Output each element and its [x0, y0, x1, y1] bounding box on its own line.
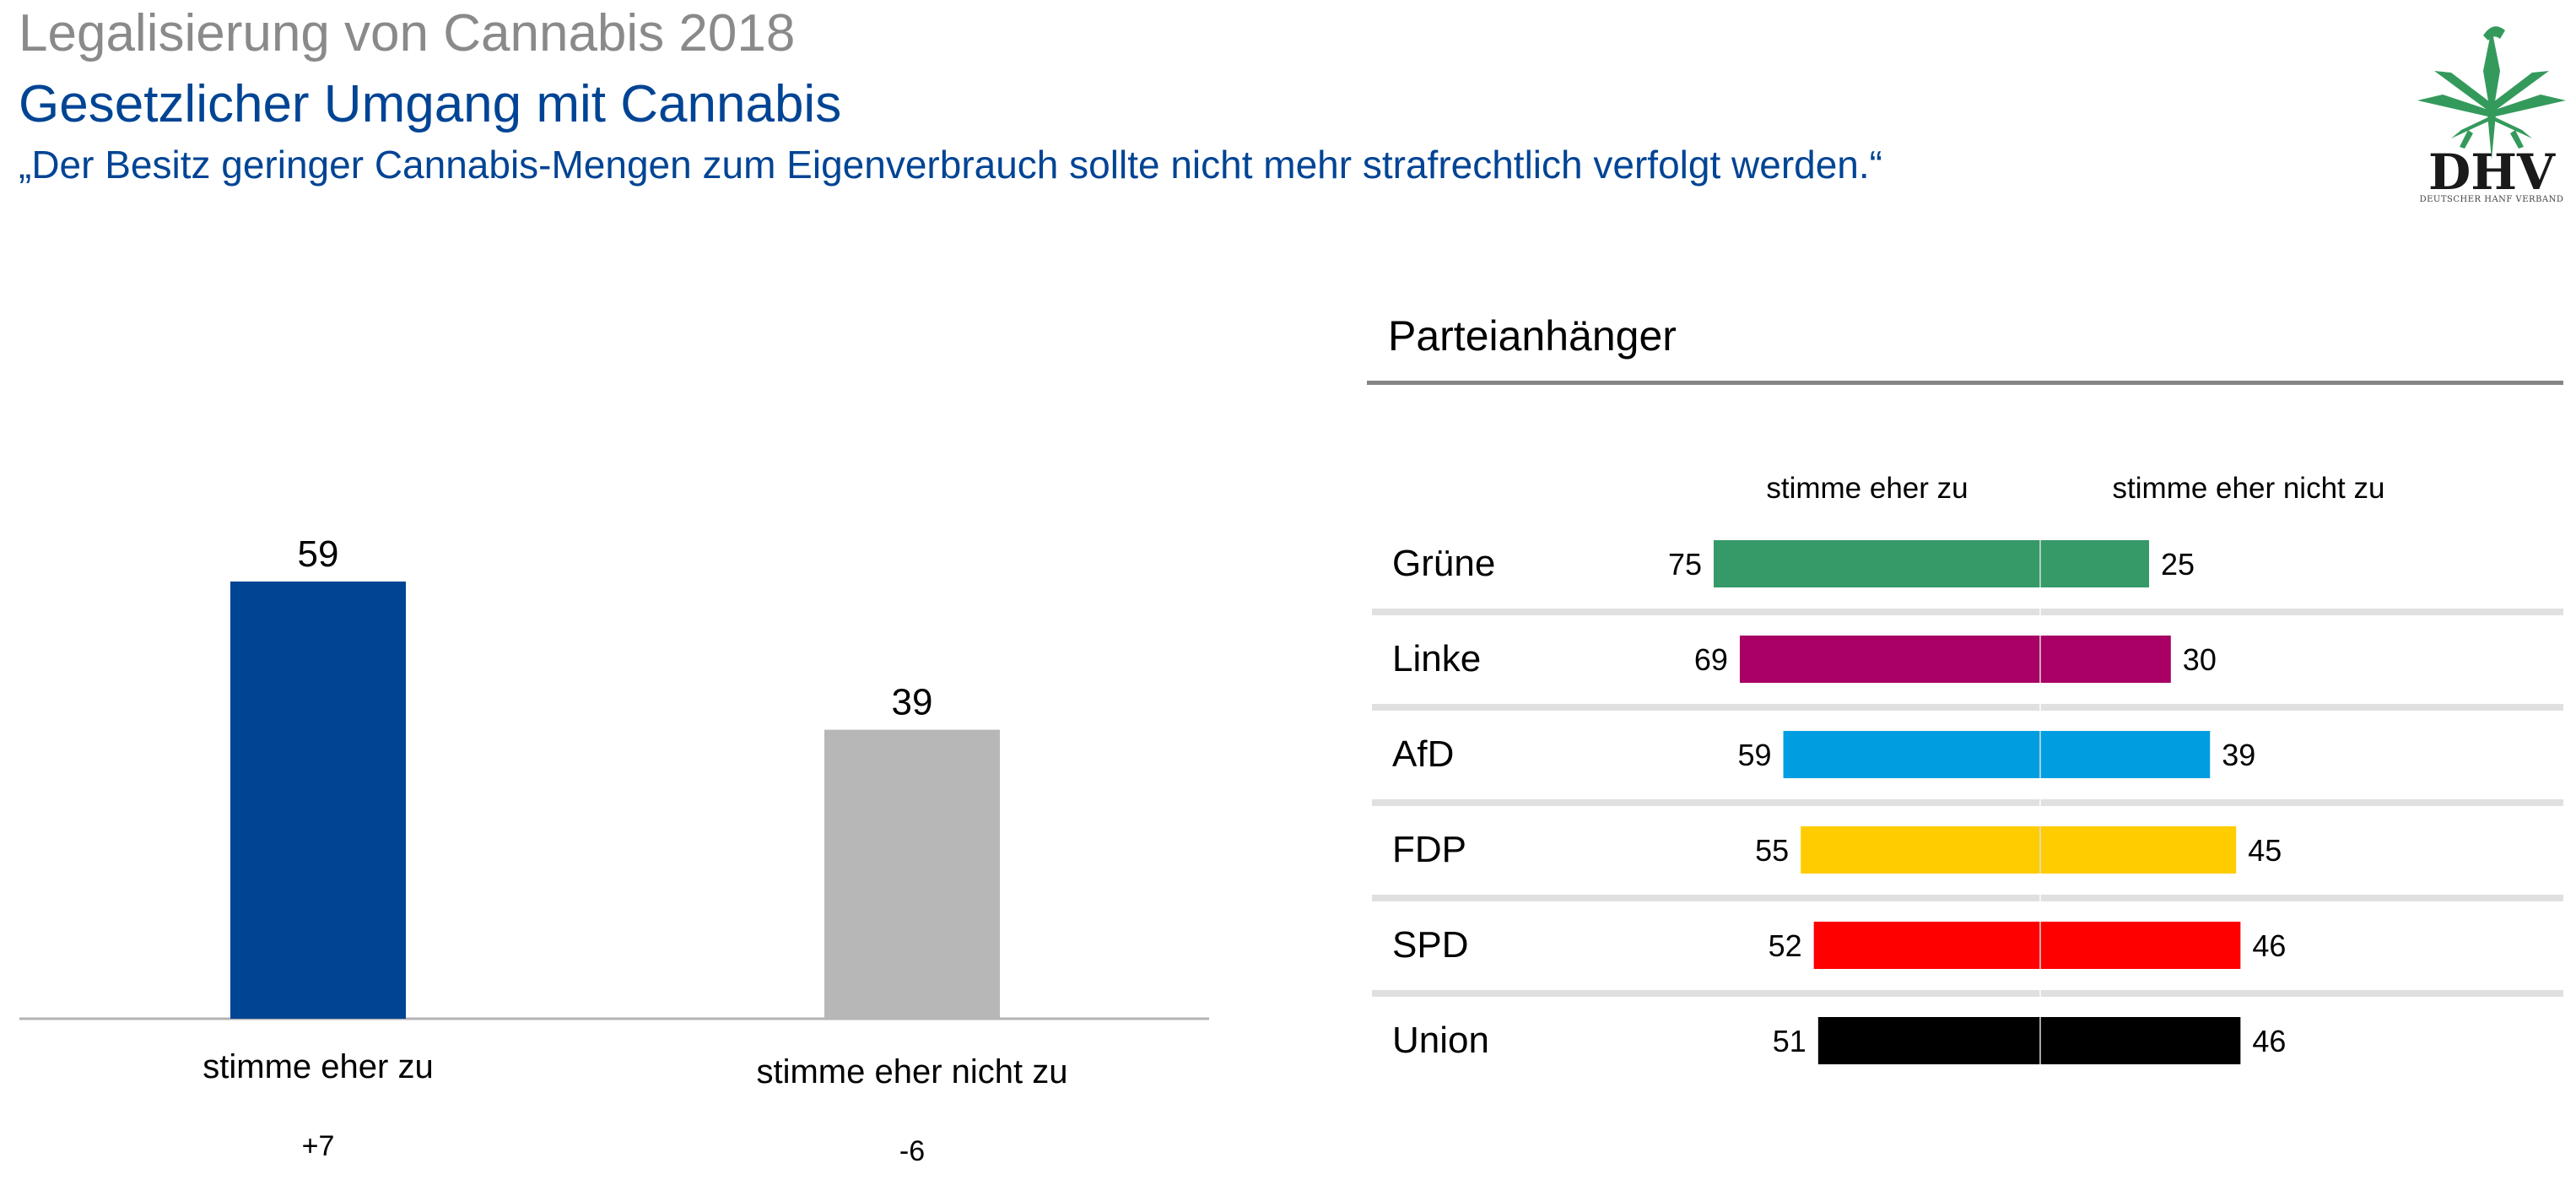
column-header-disagree: stimme eher nicht zu: [2113, 472, 2385, 505]
category-label: stimme eher zu: [203, 1048, 433, 1085]
column-header-agree: stimme eher zu: [1766, 472, 1968, 505]
value-agree: 69: [1694, 642, 1728, 677]
row-separator: [1372, 704, 2563, 711]
value-agree: 55: [1755, 833, 1789, 868]
value-disagree: 45: [2248, 833, 2282, 868]
change-label: +7: [302, 1130, 335, 1162]
party-row: Linke 69 30: [1372, 636, 2563, 711]
bar-disagree: [2040, 731, 2211, 778]
party-row: Union 51 46: [1392, 1017, 2286, 1064]
page-title: Legalisierung von Cannabis 2018: [19, 4, 796, 62]
bar-value-label: 39: [892, 682, 933, 723]
chart-title: Parteianhänger: [1388, 312, 1677, 360]
party-diverging-chart: Parteianhänger stimme eher zu stimme ehe…: [1367, 312, 2563, 1064]
party-label: Linke: [1392, 638, 1481, 679]
bar-agree: [1813, 922, 2040, 969]
value-disagree: 39: [2222, 738, 2255, 772]
row-separator: [1372, 799, 2563, 806]
bar-agree: [230, 582, 406, 1019]
bar-disagree: [2040, 922, 2241, 969]
party-label: AfD: [1392, 733, 1454, 775]
bar-disagree: [2040, 636, 2171, 683]
party-row: Grüne 75 25: [1372, 540, 2563, 615]
row-separator: [1372, 609, 2563, 615]
survey-statement: „Der Besitz geringer Cannabis-Mengen zum…: [19, 143, 1882, 187]
logo-text: DHV: [2427, 143, 2556, 201]
bar-disagree: [2040, 826, 2237, 874]
bar-disagree: [824, 729, 1000, 1019]
value-agree: 75: [1668, 547, 1702, 582]
party-row: SPD 52 46: [1372, 922, 2563, 997]
value-disagree: 25: [2161, 547, 2195, 582]
row-separator: [1372, 990, 2563, 997]
overall-bar-chart: 59 stimme eher zu +7 39 stimme eher nicht zu…: [19, 533, 1209, 1167]
value-agree: 52: [1769, 928, 1802, 963]
bar-agree: [1739, 636, 2040, 683]
bar-agree: [1714, 540, 2040, 587]
cannabis-eagle-icon: [2417, 26, 2566, 160]
party-row: AfD 59 39: [1372, 731, 2563, 806]
value-disagree: 46: [2252, 1024, 2286, 1058]
party-label: FDP: [1392, 829, 1466, 870]
page-subtitle: Gesetzlicher Umgang mit Cannabis: [19, 75, 842, 133]
value-agree: 59: [1738, 738, 1772, 772]
value-disagree: 30: [2183, 642, 2217, 677]
change-label: -6: [899, 1135, 925, 1167]
row-separator: [1372, 895, 2563, 901]
value-disagree: 46: [2252, 928, 2286, 963]
party-label: Grüne: [1392, 543, 1495, 584]
bar-agree: [1783, 731, 2040, 778]
party-row: FDP 55 45: [1372, 826, 2563, 901]
value-agree: 51: [1773, 1024, 1806, 1058]
party-label: Union: [1392, 1020, 1489, 1061]
bar-agree: [1801, 826, 2040, 874]
bar-value-label: 59: [298, 533, 339, 575]
bar-disagree: [2040, 1017, 2241, 1064]
title-rule: [1367, 381, 2563, 385]
bar-disagree: [2040, 540, 2149, 587]
party-label: SPD: [1392, 924, 1468, 966]
category-label: stimme eher nicht zu: [756, 1053, 1067, 1090]
logo-subtext: DEUTSCHER HANF VERBAND: [2419, 195, 2564, 204]
bar-agree: [1817, 1017, 2040, 1064]
